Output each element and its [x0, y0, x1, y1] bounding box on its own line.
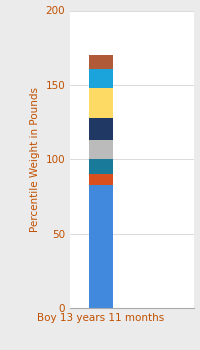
- Bar: [89, 159, 113, 174]
- Bar: [89, 69, 113, 88]
- Bar: [89, 55, 113, 69]
- Bar: [89, 118, 113, 140]
- Bar: [89, 88, 113, 118]
- Bar: [89, 140, 113, 159]
- Bar: [89, 184, 113, 308]
- Bar: [89, 174, 113, 184]
- Y-axis label: Percentile Weight in Pounds: Percentile Weight in Pounds: [30, 87, 40, 232]
